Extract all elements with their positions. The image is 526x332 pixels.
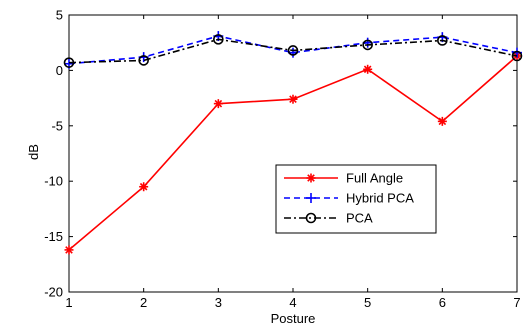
circle-marker bbox=[287, 45, 299, 56]
circle-marker bbox=[63, 57, 75, 68]
x-tick-label: 6 bbox=[439, 295, 446, 310]
star-marker bbox=[437, 116, 447, 126]
series-layer bbox=[63, 31, 523, 255]
legend-entry: PCA bbox=[284, 211, 373, 226]
x-axis-label: Posture bbox=[271, 311, 316, 326]
legend-entry: Full Angle bbox=[284, 171, 403, 186]
legend-entry: Hybrid PCA bbox=[284, 191, 414, 206]
series-full-angle bbox=[64, 51, 522, 255]
y-axis-label: dB bbox=[26, 144, 41, 160]
star-marker bbox=[139, 182, 149, 192]
series-pca bbox=[63, 34, 523, 68]
x-tick-label: 7 bbox=[513, 295, 520, 310]
legend-label: PCA bbox=[346, 211, 373, 226]
legend-label: Full Angle bbox=[346, 171, 403, 186]
ticks-layer: 1 2 3 4 5 6 7 5 0 -5 -10 -15 -20 bbox=[44, 8, 520, 311]
x-tick-label: 4 bbox=[289, 295, 296, 310]
circle-marker bbox=[138, 55, 149, 66]
star-marker bbox=[213, 99, 223, 109]
circle-marker bbox=[437, 35, 448, 46]
circle-marker bbox=[511, 50, 523, 62]
legend: Full Angle Hybrid PCA PCA bbox=[275, 164, 437, 234]
y-tick-label: -5 bbox=[51, 118, 63, 133]
plus-marker bbox=[306, 193, 316, 203]
circle-marker bbox=[213, 34, 224, 45]
star-marker bbox=[288, 94, 298, 104]
star-marker bbox=[64, 245, 74, 255]
x-tick-label: 2 bbox=[140, 295, 147, 310]
legend-label: Hybrid PCA bbox=[346, 191, 414, 206]
y-tick-label: -15 bbox=[44, 229, 63, 244]
x-tick-label: 1 bbox=[65, 295, 72, 310]
y-tick-label: -10 bbox=[44, 174, 63, 189]
star-marker bbox=[363, 64, 373, 74]
x-tick-label: 5 bbox=[364, 295, 371, 310]
star-marker bbox=[306, 173, 316, 183]
circle-marker bbox=[362, 39, 373, 51]
y-tick-label: 0 bbox=[56, 63, 63, 78]
y-tick-label: 5 bbox=[56, 8, 63, 23]
y-tick-label: -20 bbox=[44, 285, 63, 300]
series-line bbox=[68, 38, 518, 64]
x-tick-label: 3 bbox=[215, 295, 222, 310]
legend-box bbox=[275, 164, 437, 234]
circle-marker bbox=[305, 212, 317, 224]
